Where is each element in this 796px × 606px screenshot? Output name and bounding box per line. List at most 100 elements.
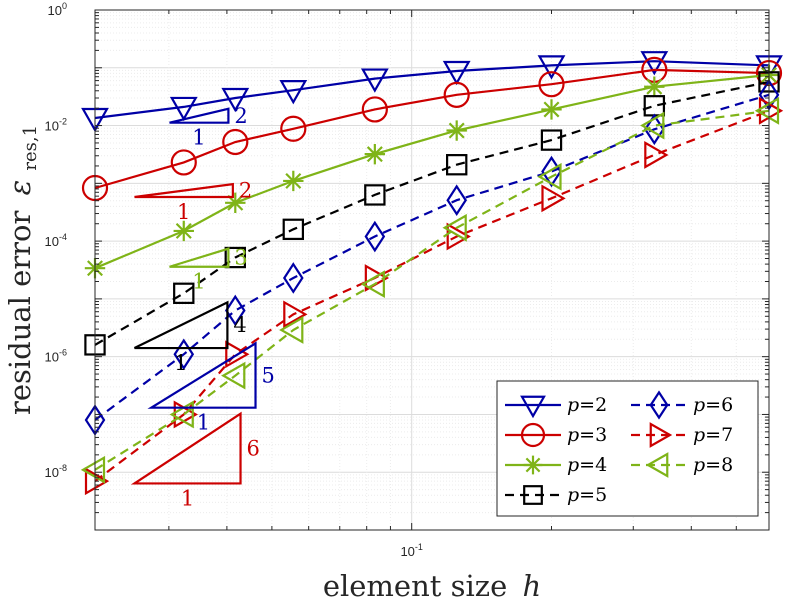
- legend-label: p=8: [693, 454, 733, 476]
- data-point: [222, 128, 249, 156]
- data-point: [446, 222, 471, 251]
- legend-label-value: 5: [595, 484, 607, 506]
- y-tick-label: 10-4: [45, 232, 67, 249]
- series-line: [94, 109, 770, 471]
- slope-run-label: 1: [197, 411, 210, 435]
- series-line: [94, 60, 770, 120]
- legend-label: p=6: [693, 394, 733, 416]
- data-point: [173, 338, 195, 371]
- slope-rise-label: 4: [233, 313, 246, 337]
- data-point: [446, 184, 468, 217]
- y-tick-base: 10: [45, 119, 59, 134]
- slope-triangle-2: 12: [169, 104, 248, 150]
- data-point: [173, 282, 195, 304]
- legend-label-var: p: [693, 454, 705, 476]
- data-point: [364, 143, 386, 165]
- legend-item-6: p=6: [631, 390, 733, 420]
- data-point: [170, 149, 197, 176]
- data-point: [649, 422, 673, 448]
- legend-label: p=4: [567, 454, 607, 476]
- x-axis-label: element size h: [323, 569, 541, 603]
- data-point: [360, 270, 385, 299]
- slope-rise-label: 6: [247, 437, 260, 461]
- y-tick-exponent: -6: [59, 348, 67, 358]
- slope-rise-label: 2: [234, 104, 247, 128]
- y-tick-base: 10: [45, 465, 59, 480]
- legend-label-var: p: [567, 424, 579, 446]
- data-point: [364, 220, 386, 253]
- legend-item-7: p=7: [631, 422, 733, 448]
- data-point: [173, 220, 194, 242]
- legend-label-value: 2: [595, 394, 607, 416]
- slope-triangle-4: 14: [134, 300, 247, 375]
- slope-run-label: 1: [174, 351, 187, 375]
- legend-label: p=3: [567, 424, 607, 446]
- data-point: [80, 455, 106, 484]
- data-point: [361, 96, 388, 123]
- data-point: [224, 294, 246, 327]
- slope-triangle-3: 13: [169, 246, 248, 294]
- legend-label-var: p: [693, 394, 705, 416]
- legend-label-eq: =: [705, 424, 721, 446]
- legend-label-eq: =: [579, 424, 595, 446]
- legend-item-8: p=8: [631, 452, 733, 478]
- data-point: [279, 80, 308, 105]
- data-point: [520, 395, 546, 419]
- y-tick-exponent: -4: [59, 232, 67, 242]
- data-point: [360, 68, 389, 93]
- y-tick-exponent: 0: [62, 1, 67, 11]
- y-tick-base: 10: [45, 234, 59, 249]
- data-point: [225, 192, 246, 214]
- legend-label-var: p: [567, 454, 579, 476]
- slope-run-label: 1: [177, 200, 190, 224]
- data-point: [364, 184, 386, 206]
- slope-triangle-shape: [130, 411, 242, 485]
- y-tick-exponent: -8: [59, 463, 67, 473]
- data-point: [523, 485, 543, 505]
- data-point: [645, 452, 669, 478]
- slope-triangle-shape: [169, 247, 230, 268]
- legend-label: p=5: [567, 484, 607, 506]
- data-point: [169, 96, 198, 122]
- slope-triangle-shape: [169, 107, 230, 124]
- data-point: [538, 71, 565, 98]
- slope-triangle-shape: [147, 341, 257, 409]
- legend-label-value: 3: [595, 424, 607, 446]
- legend-label-eq: =: [579, 394, 595, 416]
- slope-triangle-shape: [134, 182, 234, 199]
- data-point: [644, 141, 669, 169]
- legend-item-4: p=4: [505, 454, 607, 476]
- legend-label-value: 4: [595, 454, 607, 476]
- y-tick-base: 10: [45, 350, 59, 365]
- data-point: [221, 87, 250, 113]
- legend-label-value: 7: [721, 424, 733, 446]
- y-axis-label-subscript: res,1: [20, 125, 41, 171]
- slope-triangle-6: 16: [130, 411, 260, 510]
- data-point: [282, 218, 305, 241]
- y-tick-exponent: -2: [59, 117, 67, 127]
- data-point: [754, 96, 780, 125]
- x-tick-base: 10: [400, 544, 414, 559]
- legend-label: p=7: [693, 424, 733, 446]
- data-point: [640, 111, 665, 140]
- y-axis-label: residual error ε res,1: [3, 125, 41, 415]
- slope-run-label: 1: [192, 126, 205, 150]
- legend-label-var: p: [693, 424, 705, 446]
- data-point: [282, 262, 304, 294]
- data-point: [644, 76, 665, 97]
- series-4: [84, 64, 780, 279]
- x-tick-exponent: -1: [415, 542, 423, 552]
- slope-run-label: 1: [192, 270, 205, 294]
- series-line: [94, 93, 770, 421]
- legend-label-var: p: [567, 394, 579, 416]
- slope-run-label: 1: [181, 486, 194, 510]
- data-point: [523, 455, 543, 475]
- x-axis-label-text: element size: [323, 569, 507, 603]
- legend-item-5: p=5: [505, 484, 607, 506]
- data-point: [541, 99, 562, 120]
- legend-item-3: p=3: [505, 422, 607, 448]
- data-point: [537, 55, 566, 80]
- slope-rise-label: 5: [262, 364, 275, 388]
